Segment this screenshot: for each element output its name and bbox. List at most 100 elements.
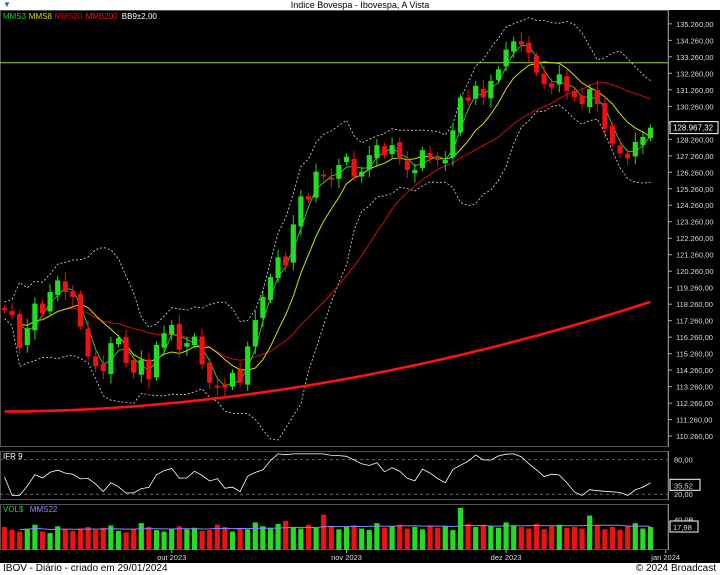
volume-bar-down <box>70 530 76 550</box>
candle-up <box>313 171 319 198</box>
x-tick-label: nov 2023 <box>331 553 362 562</box>
volume-bar-down <box>397 524 403 550</box>
menu-triangle-icon[interactable]: ▼ <box>3 0 11 9</box>
y-tick-label: 124.260,00 <box>676 201 714 210</box>
candle-down <box>62 281 68 292</box>
volume-bar-down <box>207 530 213 550</box>
y-tick-label: 133.260,00 <box>676 53 714 62</box>
volume-bar-up <box>245 529 251 550</box>
y-tick-label: 132.260,00 <box>676 69 714 78</box>
y-tick-label: 112.260,00 <box>676 399 713 408</box>
volume-bar-up <box>47 533 53 550</box>
volume-bar-down <box>100 527 106 550</box>
volume-bar-down <box>93 530 99 550</box>
candle-down <box>579 95 585 104</box>
mms3-line <box>19 44 651 387</box>
volume-bar-down <box>199 530 205 550</box>
volume-bar-down <box>237 528 243 550</box>
volume-bar-up <box>647 527 654 550</box>
volume-bar-up <box>419 529 426 550</box>
volume-bar-up <box>161 531 167 550</box>
y-tick-label: 120.260,00 <box>676 267 714 276</box>
candle-down <box>427 153 433 159</box>
y-tick-label: 131.260,00 <box>676 86 714 95</box>
candle-up <box>503 49 509 67</box>
candle-down <box>328 177 334 180</box>
legend-mmb200: MMB200 <box>86 12 119 21</box>
y-tick-label: 127.260,00 <box>676 152 714 161</box>
y-tick-label: 128.260,00 <box>676 135 714 144</box>
volume-bar-down <box>39 531 46 550</box>
grid <box>0 10 669 550</box>
volume-value-box <box>669 520 699 533</box>
candle-up <box>169 324 175 335</box>
candle-up <box>32 303 38 331</box>
volume-bar-up <box>632 523 638 550</box>
volume-bar-up <box>442 526 448 550</box>
y-tick-label: 115.260,00 <box>676 350 713 359</box>
volume-bar-down <box>533 523 540 550</box>
candle-up <box>419 150 426 168</box>
volume-bar-down <box>564 527 570 550</box>
volume-bar-down <box>283 520 289 550</box>
candle-up <box>184 343 190 347</box>
volume-bar-down <box>381 527 388 550</box>
candle-up <box>229 372 236 387</box>
volume-bar-down <box>435 527 441 550</box>
volume-bar-up <box>374 523 380 550</box>
chart-area[interactable]: 135.260,00 134.260,00 133.260,00 132.260,00… <box>0 10 720 563</box>
candle-down <box>207 362 213 383</box>
volume-bar-up <box>229 531 236 550</box>
bollinger-bands <box>4 17 651 441</box>
candle-down <box>77 293 84 327</box>
candle-down <box>617 145 623 154</box>
bb-lower-line <box>4 104 651 441</box>
candle-down <box>518 41 524 45</box>
candle-up <box>245 346 251 385</box>
candle-down <box>131 359 137 373</box>
candle-up <box>275 257 281 279</box>
candle-up <box>632 141 638 157</box>
volume-bar-down <box>1 527 8 550</box>
volume-bar-down <box>351 525 357 550</box>
volume-tick-label: 40,0B <box>674 515 694 524</box>
volume-bar-up <box>457 507 464 550</box>
y-tick-label: 134.260,00 <box>676 36 714 45</box>
axes: 135.260,00 134.260,00 133.260,00 132.260,00… <box>157 20 719 562</box>
y-tick-label: 135.260,00 <box>676 20 714 29</box>
candle-up <box>359 171 365 177</box>
volume-bar-down <box>625 526 631 550</box>
y-tick-label: 126.260,00 <box>676 168 714 177</box>
candle-down <box>283 256 289 266</box>
candle-down <box>404 160 410 170</box>
candle-down <box>381 146 388 156</box>
volume-bar-down <box>321 514 327 550</box>
volume-bar-down <box>594 525 600 550</box>
y-tick-label: 123.260,00 <box>676 218 714 227</box>
candle-down <box>480 88 486 98</box>
legend-mms3: MMS3 <box>3 12 27 21</box>
candle-down <box>571 90 578 98</box>
candle-down <box>237 369 243 383</box>
candle-up <box>647 127 654 138</box>
volume-bar-up <box>488 526 494 550</box>
volume-bar-up <box>275 523 281 550</box>
panel-border <box>0 451 669 500</box>
candle-up <box>389 145 395 155</box>
y-tick-label: 111.260,00 <box>676 416 712 425</box>
candle-down <box>146 359 152 380</box>
candle-up <box>153 344 160 378</box>
candle-up <box>290 224 296 263</box>
volume-panel <box>1 507 654 550</box>
window-title-bar: ▼ Indice Bovespa - Ibovespa, A Vista <box>0 0 720 10</box>
y-tick-label: 110.260,00 <box>676 432 713 441</box>
legend-mms20: MMS20 <box>55 12 83 21</box>
candle-down <box>526 42 532 53</box>
x-tick-label: out 2023 <box>157 553 186 562</box>
legends: MMS3 MMS8 MMS20 MMB200 BB9±2,00 IFR 9 VOL$ MMS2… <box>3 12 157 514</box>
candle-up <box>252 320 258 347</box>
candle-down <box>123 337 129 363</box>
moving-averages <box>4 44 651 413</box>
legend-vol: VOL$ <box>3 505 24 514</box>
volume-bar-down <box>602 529 608 550</box>
